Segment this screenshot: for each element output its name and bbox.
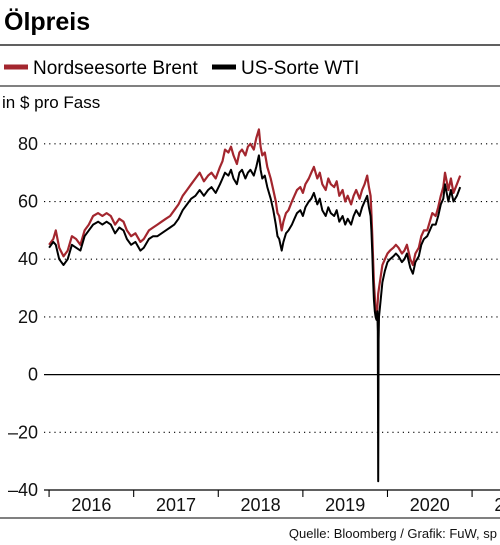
y-tick-label: 40 [18, 249, 38, 269]
y-tick-label: –40 [8, 480, 38, 500]
y-tick-label: –20 [8, 422, 38, 442]
y-axis-ticks: 80 60 40 20 0 –20 –40 [8, 134, 38, 500]
x-tick-label: 2017 [156, 495, 196, 515]
x-tick-label: 2019 [325, 495, 365, 515]
source-note: Quelle: Bloomberg / Grafik: FuW, sp [289, 526, 497, 541]
y-tick-label: 0 [28, 365, 38, 385]
y-tick-label: 80 [18, 134, 38, 154]
series-lines [48, 128, 462, 483]
unit-label: in $ pro Fass [2, 93, 100, 112]
x-tick-label: 2016 [71, 495, 111, 515]
legend: Nordseesorte Brent US-Sorte WTI [4, 58, 359, 79]
y-tick-label: 60 [18, 192, 38, 212]
x-tick-label: 2018 [241, 495, 281, 515]
series-line-brent [48, 128, 462, 318]
legend-label-wti: US-Sorte WTI [241, 58, 359, 79]
x-axis: 2016 2017 2018 2019 2020 2021 [44, 489, 500, 515]
x-tick-label: 2020 [410, 495, 450, 515]
legend-item-wti: US-Sorte WTI [212, 58, 359, 79]
grid [44, 143, 500, 491]
legend-label-brent: Nordseesorte Brent [33, 58, 198, 79]
x-tick-label: 2021 [494, 495, 500, 515]
series-line-wti [48, 154, 462, 483]
chart-title: Ölpreis [4, 7, 90, 36]
legend-item-brent: Nordseesorte Brent [4, 58, 198, 79]
y-tick-label: 20 [18, 307, 38, 327]
